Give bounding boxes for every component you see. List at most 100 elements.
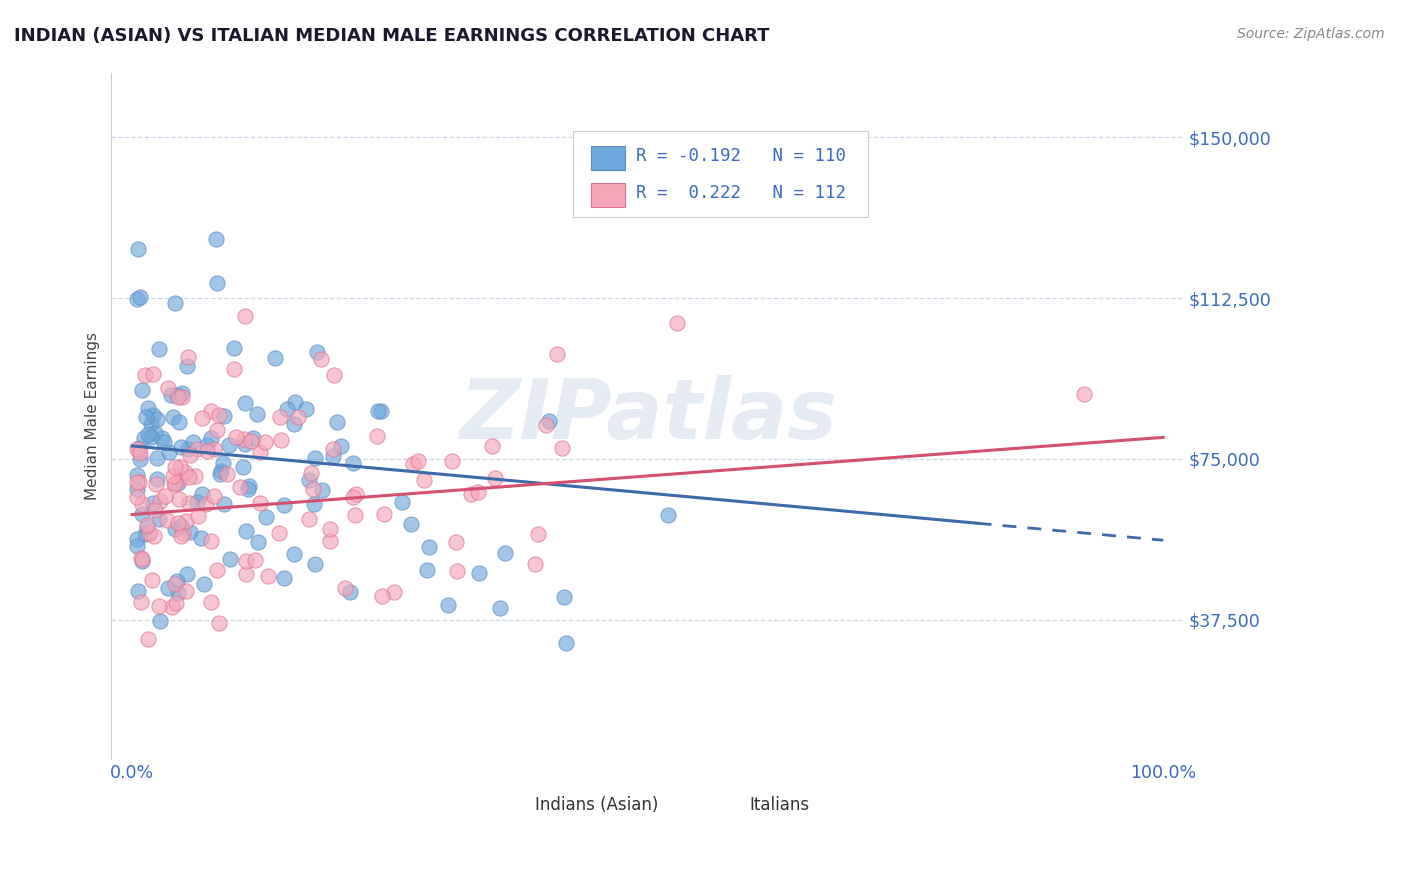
Point <box>536 418 558 433</box>
Point <box>267 525 290 540</box>
Point <box>367 403 389 417</box>
Point <box>208 408 231 422</box>
Point <box>297 512 319 526</box>
Point <box>190 531 212 545</box>
Point <box>127 242 149 256</box>
Point <box>546 347 568 361</box>
Point <box>174 514 197 528</box>
Point <box>160 599 183 614</box>
Point <box>283 417 305 431</box>
Point <box>139 417 162 431</box>
Point <box>523 557 546 571</box>
Point <box>330 439 353 453</box>
Point <box>167 585 190 599</box>
Point <box>553 590 575 604</box>
Point <box>195 444 218 458</box>
Point <box>538 414 561 428</box>
Point <box>218 437 240 451</box>
Point <box>163 476 186 491</box>
Point <box>141 573 163 587</box>
Point <box>191 411 214 425</box>
Point <box>134 526 156 541</box>
Point <box>468 566 491 580</box>
Point <box>444 535 467 549</box>
Point <box>170 386 193 401</box>
Point <box>131 507 153 521</box>
Point <box>233 396 256 410</box>
Point <box>263 351 285 366</box>
Point <box>238 479 260 493</box>
Point <box>170 519 193 533</box>
Point <box>148 343 170 357</box>
Point <box>179 448 201 462</box>
Point <box>174 465 197 479</box>
Point <box>142 529 165 543</box>
Point <box>179 469 201 483</box>
Point <box>142 408 165 422</box>
Point <box>184 468 207 483</box>
Point <box>233 432 256 446</box>
Point <box>176 567 198 582</box>
Point <box>131 554 153 568</box>
Point <box>143 503 166 517</box>
Point <box>163 522 186 536</box>
Point <box>167 415 190 429</box>
Point <box>212 409 235 424</box>
Point <box>149 494 172 508</box>
Point <box>415 563 437 577</box>
Point <box>172 525 194 540</box>
Point <box>129 550 152 565</box>
Point <box>322 442 344 457</box>
Point <box>166 388 188 402</box>
Point <box>208 616 231 631</box>
Point <box>136 519 159 533</box>
Point <box>146 451 169 466</box>
Text: R = -0.192   N = 110: R = -0.192 N = 110 <box>636 147 846 165</box>
Point <box>174 584 197 599</box>
Point <box>176 359 198 373</box>
Point <box>249 445 271 459</box>
Point <box>165 577 187 591</box>
Point <box>170 390 193 404</box>
Point <box>186 495 208 509</box>
Point <box>270 433 292 447</box>
Point <box>283 547 305 561</box>
Point <box>146 472 169 486</box>
Point <box>342 490 364 504</box>
Point <box>233 437 256 451</box>
Point <box>148 512 170 526</box>
Point <box>339 584 361 599</box>
Point <box>232 459 254 474</box>
Point <box>318 522 340 536</box>
Point <box>657 508 679 522</box>
Point <box>163 477 186 491</box>
FancyBboxPatch shape <box>591 183 626 207</box>
Point <box>193 576 215 591</box>
Point <box>215 467 238 481</box>
Point <box>526 526 548 541</box>
Point <box>253 435 276 450</box>
Point <box>413 473 436 487</box>
Point <box>243 553 266 567</box>
Point <box>169 472 191 486</box>
Point <box>131 384 153 398</box>
Point <box>148 599 170 613</box>
Point <box>150 431 173 445</box>
Point <box>142 496 165 510</box>
Point <box>298 473 321 487</box>
Point <box>167 516 190 531</box>
Point <box>138 525 160 540</box>
Point <box>205 563 228 577</box>
Text: Source: ZipAtlas.com: Source: ZipAtlas.com <box>1237 27 1385 41</box>
Point <box>269 409 291 424</box>
Y-axis label: Median Male Earnings: Median Male Earnings <box>86 332 100 500</box>
Point <box>136 518 159 533</box>
Point <box>665 316 688 330</box>
Point <box>128 475 150 490</box>
Point <box>167 475 190 490</box>
FancyBboxPatch shape <box>707 794 741 817</box>
Point <box>305 345 328 359</box>
Point <box>129 452 152 467</box>
Point <box>143 426 166 441</box>
Point <box>391 494 413 508</box>
